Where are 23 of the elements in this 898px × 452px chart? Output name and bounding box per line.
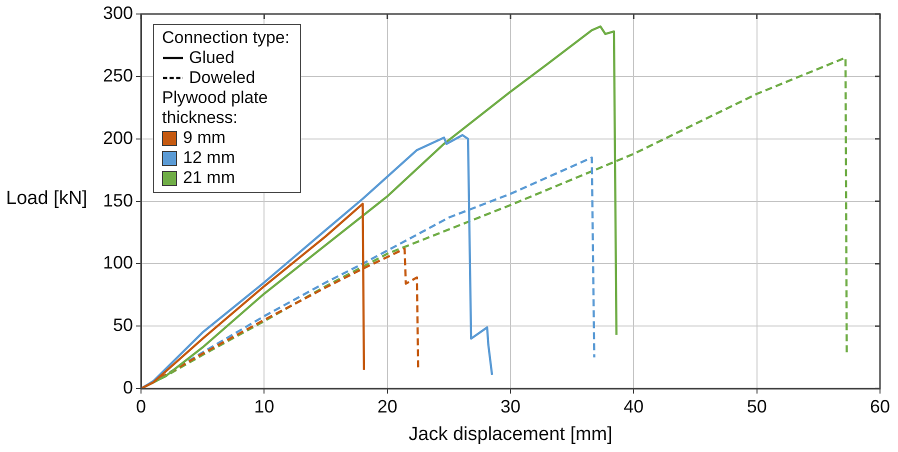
x-tick-label: 30 bbox=[500, 396, 521, 416]
x-tick-label: 50 bbox=[746, 396, 767, 416]
legend-label: 21 mm bbox=[182, 168, 236, 188]
x-tick-label: 20 bbox=[377, 396, 398, 416]
y-axis-title: Load [kN] bbox=[6, 188, 88, 210]
y-tick-label: 0 bbox=[123, 378, 134, 398]
x-tick-label: 40 bbox=[624, 396, 644, 416]
annotation: Plywood plate thickness: bbox=[162, 88, 269, 128]
annotation: Doweled bbox=[188, 68, 256, 88]
legend-title: Connection type: bbox=[162, 28, 291, 48]
legend-label: 9 mm bbox=[182, 128, 227, 148]
x-axis-title: Jack displacement [mm] bbox=[408, 424, 612, 445]
y-tick-label: 250 bbox=[102, 65, 134, 86]
y-tick-label: 50 bbox=[113, 315, 134, 336]
legend-label: 12 mm bbox=[182, 148, 236, 168]
annotation: Glued bbox=[188, 48, 236, 68]
x-tick-label: 10 bbox=[254, 396, 274, 416]
y-tick-label: 100 bbox=[102, 252, 134, 273]
x-tick-label: 60 bbox=[870, 396, 890, 416]
y-tick-label: 300 bbox=[102, 2, 134, 23]
y-tick-label: 200 bbox=[102, 128, 134, 148]
y-tick-label: 150 bbox=[102, 190, 134, 210]
x-tick-label: 0 bbox=[136, 396, 146, 416]
